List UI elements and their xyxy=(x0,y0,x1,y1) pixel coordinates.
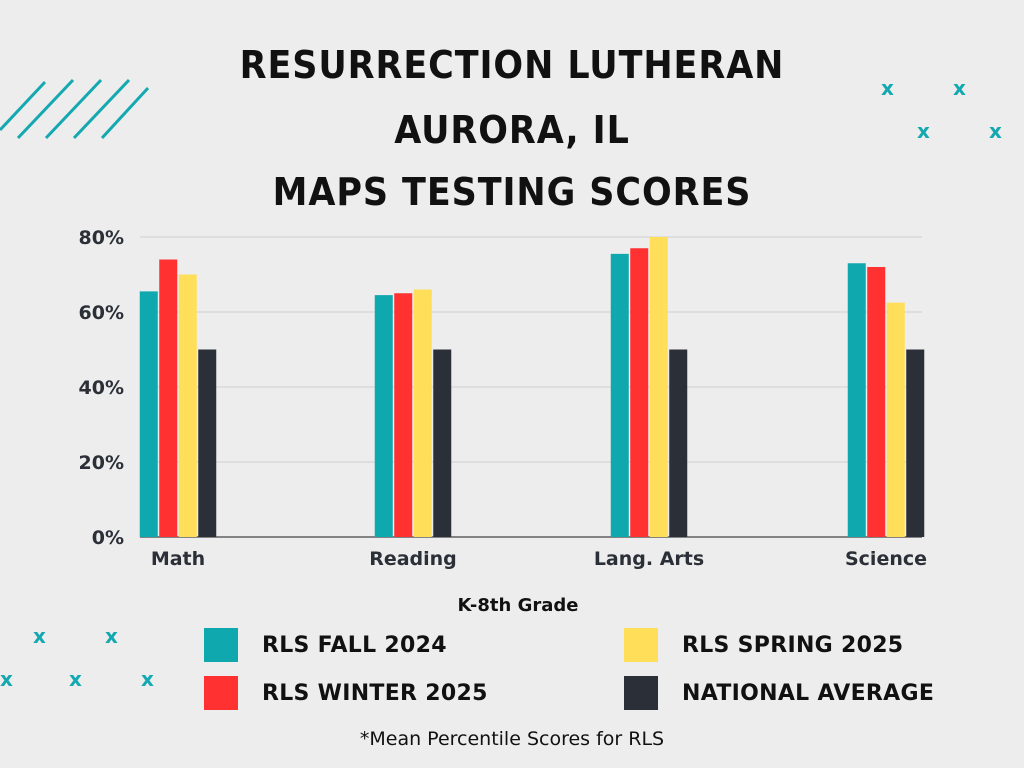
page-title-line-3: MAPS TESTING SCORES xyxy=(272,170,752,214)
x-mark-decoration: x xyxy=(69,667,82,691)
x-tick-label: Lang. Arts xyxy=(594,548,704,570)
legend-swatch-teal xyxy=(204,628,238,662)
page-title-line-2: AURORA, IL xyxy=(394,108,630,152)
y-tick-label: 80% xyxy=(79,227,124,249)
bar xyxy=(669,349,688,537)
legend-label: RLS FALL 2024 xyxy=(262,632,447,658)
bar xyxy=(433,349,452,537)
x-tick-label: Math xyxy=(151,548,205,570)
bar xyxy=(906,349,925,537)
legend-label: RLS WINTER 2025 xyxy=(262,680,488,706)
bar xyxy=(867,267,886,537)
bar xyxy=(178,274,197,537)
x-mark-decoration: x xyxy=(33,624,46,648)
legend-item-spring-2025: RLS SPRING 2025 xyxy=(624,628,903,662)
legend-item-national-average: NATIONAL AVERAGE xyxy=(624,676,934,710)
legend-swatch-red xyxy=(204,676,238,710)
x-mark-decoration: x xyxy=(917,119,930,143)
x-mark-decoration: x xyxy=(105,624,118,648)
bar xyxy=(374,295,393,537)
diagonal-stripes-decoration xyxy=(0,78,150,140)
bar xyxy=(198,349,217,537)
x-tick-label: Science xyxy=(845,548,927,570)
x-axis-title: K-8th Grade xyxy=(458,595,579,616)
bar xyxy=(159,259,178,537)
bar xyxy=(649,237,668,537)
page-title-line-1: RESURRECTION LUTHERAN xyxy=(239,43,785,87)
x-mark-decoration: x xyxy=(881,76,894,100)
bar xyxy=(394,293,413,537)
bar xyxy=(610,253,629,537)
y-tick-label: 60% xyxy=(79,302,124,324)
x-mark-decoration: x xyxy=(989,119,1002,143)
x-tick-label: Reading xyxy=(369,548,457,570)
bar xyxy=(847,263,866,537)
x-mark-decoration: x xyxy=(141,667,154,691)
y-tick-label: 20% xyxy=(79,452,124,474)
legend-label: NATIONAL AVERAGE xyxy=(682,680,935,706)
bar xyxy=(413,289,432,537)
x-mark-decoration: x xyxy=(0,667,13,691)
bar xyxy=(630,248,649,537)
legend-item-winter-2025: RLS WINTER 2025 xyxy=(204,676,488,710)
legend-swatch-dark xyxy=(624,676,658,710)
y-tick-label: 40% xyxy=(79,377,124,399)
bar xyxy=(139,291,158,537)
legend-swatch-yellow xyxy=(624,628,658,662)
y-tick-label: 0% xyxy=(92,527,124,549)
legend-label: RLS SPRING 2025 xyxy=(682,632,904,658)
footnote: *Mean Percentile Scores for RLS xyxy=(359,728,665,750)
legend-item-fall-2024: RLS FALL 2024 xyxy=(204,628,447,662)
bar xyxy=(886,302,905,537)
x-mark-decoration: x xyxy=(953,76,966,100)
